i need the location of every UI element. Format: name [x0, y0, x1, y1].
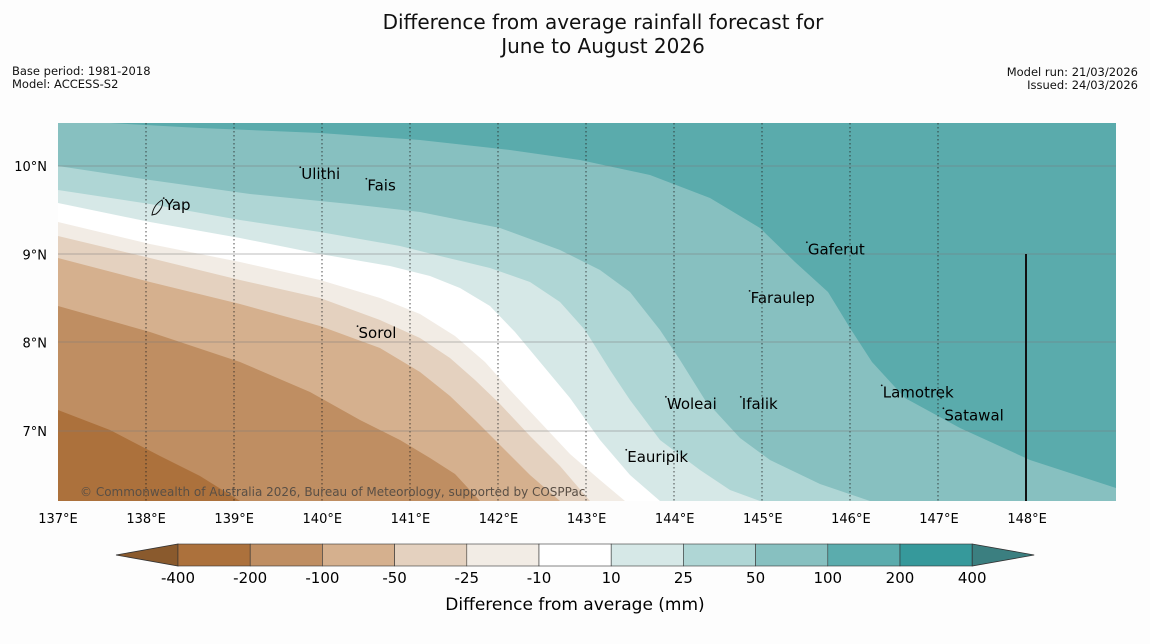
place-label: Faraulep: [751, 289, 815, 307]
place-marker: [664, 395, 667, 398]
place-labels: Ulithi Fais Yap Gaferut Faraulep Sorol Woleai I…: [162, 165, 1004, 466]
colorbar: -400 -200 -100 -50 -25 -10 10 25 50 100 200 400: [115, 543, 1035, 587]
place-marker: [299, 166, 302, 169]
lon-label: 141°E: [391, 512, 431, 527]
yap-island-outline: [151, 199, 164, 216]
place-label: Fais: [367, 177, 396, 195]
place-label: Satawal: [944, 406, 1003, 424]
title-line-1: Difference from average rainfall forecas…: [382, 10, 824, 34]
base-period: Base period: 1981-2018: [12, 64, 151, 78]
title-line-2: June to August 2026: [501, 34, 705, 58]
place-marker: [356, 325, 359, 328]
colorbar-tick: 10: [602, 569, 621, 587]
lon-label: 138°E: [126, 512, 166, 527]
lon-label: 148°E: [1007, 512, 1047, 527]
place-label: Ulithi: [301, 165, 340, 183]
colorbar-swatch: [322, 543, 395, 567]
map-title: Difference from average rainfall forecas…: [0, 10, 1150, 58]
place-marker: [625, 448, 628, 451]
lat-label: 8°N: [23, 337, 48, 352]
place-marker: [880, 384, 883, 387]
place-label: Yap: [164, 196, 191, 214]
band-minus-400-minus-200: [58, 410, 240, 501]
colorbar-tick: 200: [886, 569, 915, 587]
colorbar-tick: -50: [382, 569, 407, 587]
place-label: Lamotrek: [883, 383, 954, 401]
colorbar-swatch: [755, 543, 829, 567]
place-marker: [748, 289, 751, 292]
colorbar-swatch: [538, 543, 612, 567]
place-marker: [805, 241, 808, 244]
model-name: Model: ACCESS-S2: [12, 77, 119, 91]
place-marker: [739, 395, 742, 398]
place-label: Gaferut: [808, 240, 865, 258]
lon-label: 137°E: [38, 512, 78, 527]
colorbar-extend-high: [971, 543, 1035, 567]
colorbar-tick: -400: [161, 569, 195, 587]
place-marker: [162, 197, 165, 200]
lon-label: 146°E: [831, 512, 871, 527]
lon-label: 147°E: [919, 512, 959, 527]
lat-label: 7°N: [23, 425, 48, 440]
lon-label: 139°E: [214, 512, 254, 527]
colorbar-swatch: [249, 543, 323, 567]
meta-left: Base period: 1981-2018 Model: ACCESS-S2: [12, 65, 151, 91]
colorbar-swatch: [394, 543, 468, 567]
place-label: Eauripik: [627, 448, 688, 466]
colorbar-tick: -200: [233, 569, 267, 587]
colorbar-swatch: [827, 543, 901, 567]
colorbar-tick: -10: [527, 569, 552, 587]
lon-label: 144°E: [655, 512, 695, 527]
colorbar-swatch: [610, 543, 684, 567]
lat-label: 9°N: [23, 248, 48, 263]
issued-date: Issued: 24/03/2026: [1027, 78, 1138, 92]
place-label: Woleai: [667, 395, 717, 413]
longitude-labels: 137°E 138°E 139°E 140°E 141°E 142°E 143°E 144°E…: [38, 512, 1047, 527]
colorbar-swatch: [683, 543, 756, 567]
colorbar-tick: 25: [674, 569, 693, 587]
latitude-labels: 10°N 9°N 8°N 7°N: [14, 160, 47, 440]
lat-label: 10°N: [14, 160, 47, 175]
place-label: Sorol: [359, 324, 397, 342]
colorbar-tick: -25: [455, 569, 480, 587]
colorbar-label: Difference from average (mm): [445, 595, 704, 615]
lon-label: 140°E: [303, 512, 343, 527]
forecast-map: Ulithi Fais Yap Gaferut Faraulep Sorol Woleai I…: [58, 123, 1116, 501]
colorbar-swatch: [177, 543, 251, 567]
meta-right: Model run: 21/03/2026 Issued: 24/03/2026: [1007, 66, 1138, 92]
copyright-notice: © Commonwealth of Australia 2026, Bureau…: [80, 485, 585, 499]
band-minus-200-minus-100: [58, 306, 480, 501]
colorbar-extend-low: [115, 543, 179, 567]
islet-dot: [940, 397, 942, 399]
lon-label: 142°E: [479, 512, 519, 527]
colorbar-tick: 100: [813, 569, 842, 587]
colorbar-swatch: [466, 543, 540, 567]
place-marker: [365, 177, 368, 180]
colorbar-tick: 400: [958, 569, 987, 587]
lon-label: 145°E: [743, 512, 783, 527]
colorbar-tick: 50: [746, 569, 765, 587]
place-marker: [942, 407, 945, 410]
colorbar-swatch: [899, 543, 973, 567]
gridlines: [58, 123, 1116, 501]
model-run: Model run: 21/03/2026: [1006, 65, 1138, 79]
colorbar-tick: -100: [305, 569, 339, 587]
lon-label: 143°E: [567, 512, 607, 527]
place-label: Ifalik: [742, 395, 778, 413]
